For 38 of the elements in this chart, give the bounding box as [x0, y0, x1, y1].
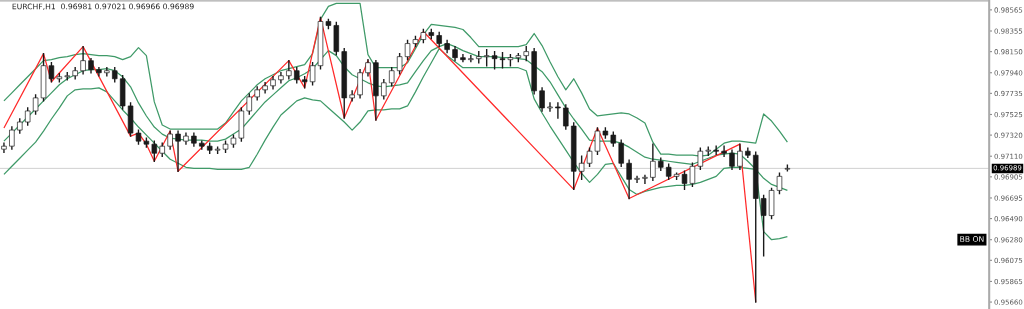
candlestick [578, 155, 585, 181]
line-series [3, 2, 789, 157]
candlestick [460, 53, 466, 63]
candlestick [697, 147, 704, 170]
candlestick [468, 54, 474, 63]
candlestick [175, 130, 181, 173]
candlestick [388, 67, 395, 87]
candlestick [357, 69, 363, 99]
candlestick [563, 104, 569, 130]
line-series [3, 47, 789, 241]
candlestick [729, 149, 735, 170]
candlestick [737, 143, 743, 170]
candlestick [760, 194, 767, 257]
candlestick [539, 87, 545, 112]
candlestick [104, 67, 110, 77]
candlestick [555, 102, 561, 119]
candlestick [246, 93, 252, 115]
candlestick [349, 90, 355, 102]
candlestick [1, 142, 7, 153]
candlestick [286, 59, 292, 80]
candlestick [262, 82, 268, 94]
candlestick [381, 79, 387, 100]
candlestick [634, 175, 640, 184]
candlestick [721, 145, 727, 157]
candlestick [151, 140, 158, 162]
candlestick [713, 145, 719, 155]
candlestick [626, 159, 632, 200]
candlestick [32, 94, 39, 115]
candlestick [80, 45, 86, 75]
candlestick [618, 139, 624, 167]
candlestick [547, 102, 553, 112]
candlestick [642, 174, 648, 185]
candlestick [167, 130, 173, 150]
candlestick [650, 143, 656, 182]
candlestick [745, 147, 751, 158]
candlestick [9, 126, 15, 150]
candlestick [396, 52, 403, 75]
candlestick [96, 67, 102, 77]
